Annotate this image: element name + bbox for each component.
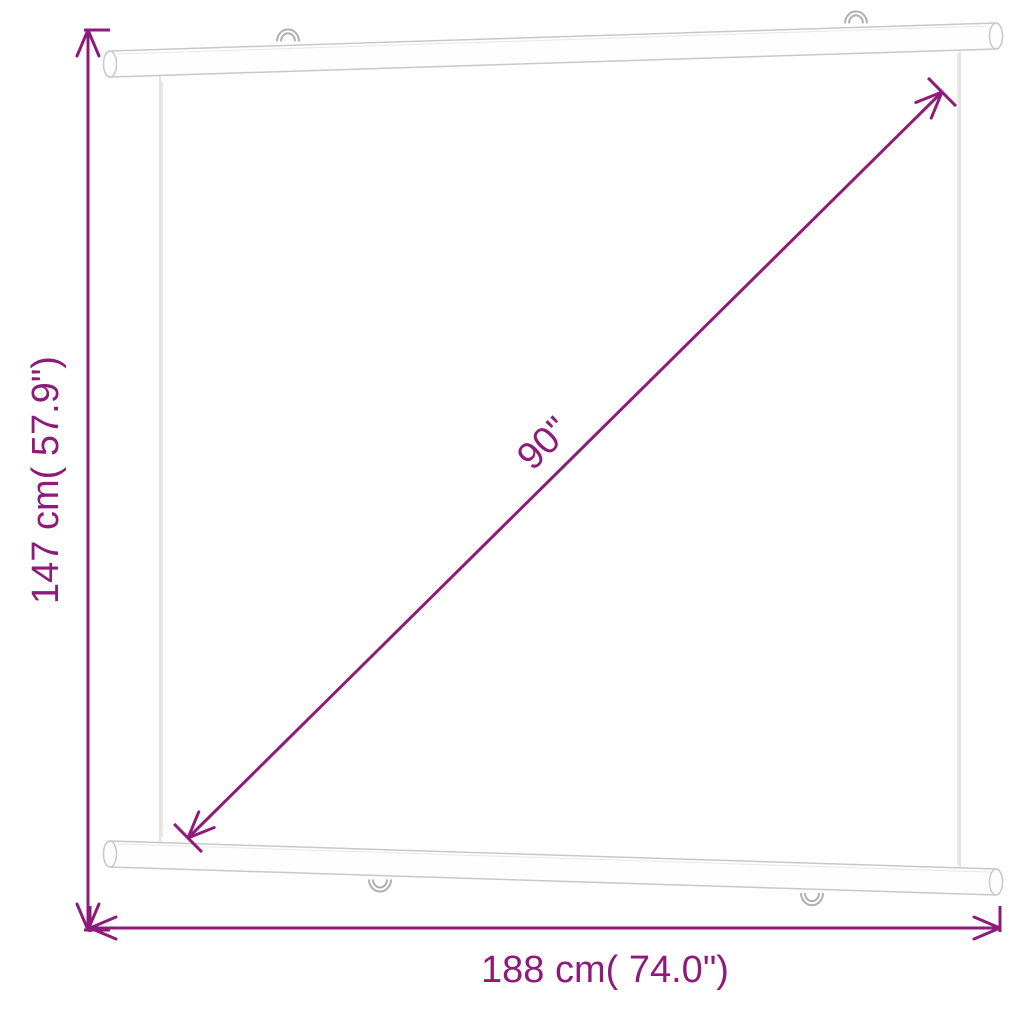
width-dimension-label: 188 cm( 74.0") — [481, 949, 729, 991]
height-dimension-label: 147 cm( 57.9") — [25, 356, 67, 604]
